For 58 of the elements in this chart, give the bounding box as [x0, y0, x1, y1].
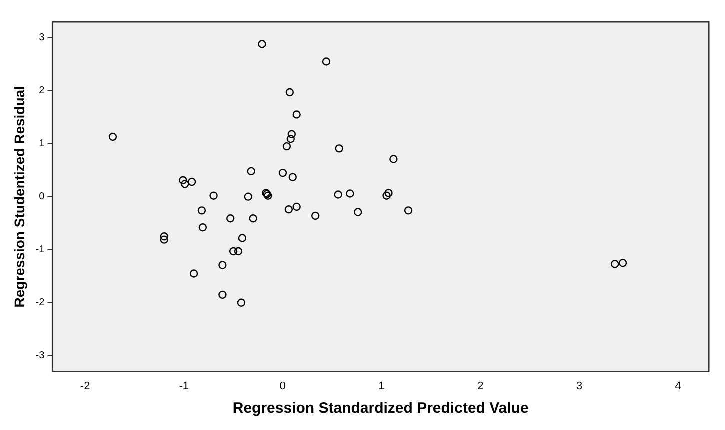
x-axis-title: Regression Standardized Predicted Value: [232, 400, 529, 418]
y-tick-label: -3: [36, 350, 46, 362]
point: [160, 232, 168, 241]
point: [282, 142, 292, 151]
point: [249, 214, 258, 223]
point: [346, 190, 354, 198]
point: [618, 259, 628, 268]
point: [312, 212, 320, 220]
point: [226, 214, 235, 223]
point: [278, 168, 288, 178]
x-tick-label: -2: [80, 380, 90, 392]
x-tick-label: 3: [576, 380, 583, 392]
point: [188, 178, 196, 186]
point: [190, 270, 198, 278]
point: [382, 192, 391, 200]
point: [179, 176, 188, 185]
point: [238, 234, 247, 242]
y-tick-label: -2: [36, 298, 46, 309]
point: [335, 144, 344, 153]
point: [258, 40, 266, 48]
point: [108, 132, 118, 142]
point: [218, 261, 227, 270]
point: [237, 298, 246, 307]
point: [284, 206, 294, 214]
point: [384, 189, 393, 198]
point: [288, 130, 296, 138]
x-tick-label: 1: [378, 380, 385, 392]
point: [354, 208, 362, 216]
point: [292, 202, 301, 212]
point: [334, 190, 342, 199]
y-axis-title: Regression Studentized Residual: [11, 86, 28, 308]
point: [286, 88, 294, 97]
point: [292, 110, 301, 119]
point: [322, 58, 331, 66]
y-tick-label: 2: [39, 86, 46, 97]
point: [218, 290, 227, 300]
x-tick-label: -1: [179, 380, 190, 392]
point: [244, 192, 252, 201]
point: [404, 206, 413, 215]
point: [390, 155, 398, 164]
point: [210, 192, 218, 200]
point: [181, 180, 190, 188]
y-tick-label: 0: [39, 192, 46, 203]
point: [234, 247, 243, 256]
y-tick-label: 3: [39, 32, 46, 44]
y-tick-label: 1: [39, 138, 46, 150]
point: [198, 206, 206, 215]
x-tick-label: 4: [675, 380, 682, 392]
point: [229, 247, 238, 256]
point: [288, 173, 297, 182]
x-tick-label: 0: [280, 380, 286, 392]
point: [198, 224, 208, 232]
point: [247, 167, 256, 176]
point: [160, 236, 168, 244]
x-tick-label: 2: [478, 380, 484, 392]
point: [286, 135, 295, 144]
y-tick-label: -1: [36, 244, 46, 256]
point: [611, 260, 620, 268]
